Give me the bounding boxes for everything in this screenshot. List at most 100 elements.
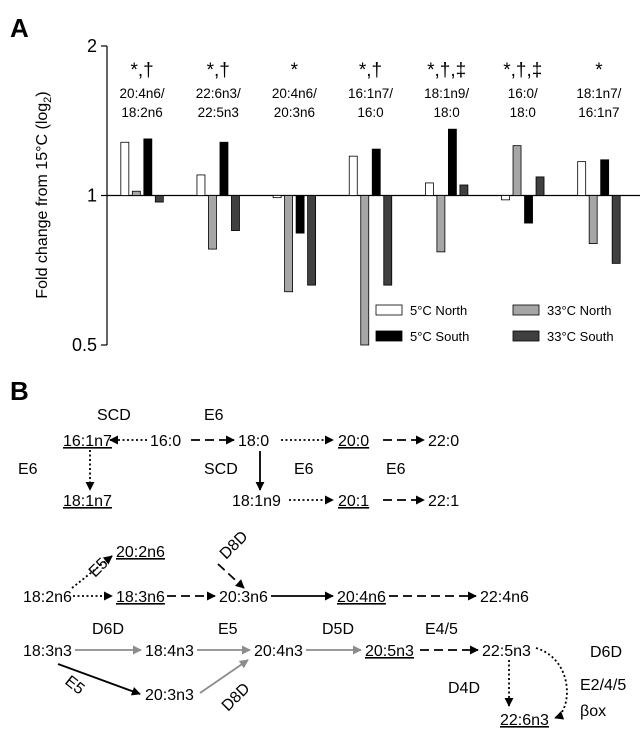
- legend-swatch: [375, 330, 403, 342]
- ratio-label-bottom: 18:0: [434, 105, 460, 120]
- bar: [524, 195, 533, 224]
- significance-symbol: *,†,‡: [427, 60, 466, 81]
- significance-symbol: *: [595, 60, 603, 81]
- bar: [611, 195, 621, 264]
- ratio-label-bottom: 18:0: [510, 105, 536, 120]
- panel-b-letter: B: [10, 376, 29, 406]
- ratio-label-top: 18:1n7/: [576, 86, 621, 101]
- enzyme-scd-top: SCD: [97, 407, 131, 424]
- bar: [360, 195, 370, 346]
- fa-18-4n3: 18:4n3: [145, 643, 194, 660]
- arrow-e5-18-3n3-to-20-3n3: [57, 663, 141, 696]
- bar: [272, 195, 282, 199]
- ratio-label-bottom: 16:1n7: [578, 105, 619, 120]
- ratio-label-top: 22:6n3/: [196, 86, 241, 101]
- bar: [383, 195, 393, 286]
- fa-18-3n3: 18:3n3: [23, 643, 72, 660]
- bar: [459, 184, 469, 196]
- fa-20-3n6: 20:3n6: [219, 589, 268, 606]
- enzyme-d8d-up: D8D: [217, 528, 252, 563]
- legend-label: 5°C North: [410, 303, 467, 318]
- legend-swatch: [375, 304, 403, 316]
- ratio-label-top: 20:4n6/: [120, 86, 165, 101]
- fa-20-1: 20:1: [338, 493, 369, 510]
- enzyme-e5-low: E5: [62, 673, 88, 699]
- enzyme-e5-mid: E5: [218, 621, 238, 638]
- bar: [348, 155, 358, 196]
- arrow-d6d-box-22-5n3-to-22-6n3: [535, 647, 568, 720]
- y-tick-label: 0.5: [72, 335, 97, 355]
- ratio-label-top: 16:0/: [508, 86, 538, 101]
- legend-label: 33°C North: [547, 303, 611, 318]
- fa-18-0: 18:0: [238, 433, 269, 450]
- arrow-d8d-20-3n3-to-20-4n3: [199, 659, 249, 694]
- bar: [143, 138, 153, 196]
- bar: [120, 141, 130, 196]
- fa-22-0: 22:0: [428, 433, 459, 450]
- bar: [196, 174, 206, 196]
- bar: [284, 195, 294, 293]
- enzyme-d8d-low: D8D: [219, 680, 254, 715]
- fa-22-6n3: 22:6n3: [500, 712, 549, 729]
- bar: [577, 161, 587, 196]
- fa-20-4n3: 20:4n3: [254, 643, 303, 660]
- bar: [131, 190, 141, 196]
- ratio-label-top: 16:1n7/: [348, 86, 393, 101]
- fa-20-2n6: 20:2n6: [116, 544, 165, 561]
- bar-series: [120, 128, 621, 346]
- bar: [424, 182, 434, 196]
- bar: [154, 195, 164, 203]
- enzyme-d5d: D5D: [322, 621, 354, 638]
- significance-symbol: *,†: [359, 60, 382, 81]
- bar: [371, 148, 381, 196]
- legend-swatch: [512, 330, 540, 342]
- enzyme-d6d-left: D6D: [92, 621, 124, 638]
- fa-18-3n6: 18:3n6: [116, 589, 165, 606]
- fa-20-0: 20:0: [338, 433, 369, 450]
- legend-swatch: [512, 304, 540, 316]
- bar: [307, 195, 317, 286]
- fa-16-0: 16:0: [150, 433, 181, 450]
- fa-16-1n7: 16:1n7: [63, 433, 112, 450]
- enzyme-labels: SCD E6 E6 SCD E6 E6 E5 D8D D6D E5 D5D E4…: [18, 407, 626, 720]
- panel-a-letter: A: [10, 13, 29, 43]
- enzyme-scd-down: SCD: [204, 461, 238, 478]
- bar: [600, 159, 610, 196]
- ratio-label-bottom: 16:0: [357, 105, 383, 120]
- fa-18-1n9: 18:1n9: [232, 493, 281, 510]
- bar: [208, 195, 217, 250]
- bar: [588, 195, 598, 245]
- fa-18-1n7: 18:1n7: [63, 493, 112, 510]
- fa-22-1: 22:1: [428, 493, 459, 510]
- ratio-label-top: 18:1n9/: [424, 86, 469, 101]
- bar: [219, 141, 229, 196]
- enzyme-e245: E2/4/5: [580, 677, 626, 694]
- ratio-label-bottom: 20:3n6: [274, 105, 315, 120]
- enzyme-e45: E4/5: [425, 621, 458, 638]
- bar: [447, 128, 457, 196]
- significance-symbol: *: [291, 60, 299, 81]
- ratio-label-bottom: 18:2n6: [121, 105, 162, 120]
- bar: [231, 195, 240, 231]
- enzyme-d6d-right: D6D: [590, 644, 622, 661]
- y-tick-label: 1: [87, 186, 97, 206]
- enzyme-d4d: D4D: [448, 680, 480, 697]
- fa-20-5n3: 20:5n3: [365, 643, 414, 660]
- bar: [436, 195, 446, 253]
- significance-symbol: *,†,‡: [503, 60, 542, 81]
- enzyme-e6-top: E6: [204, 407, 224, 424]
- bar: [512, 145, 522, 196]
- fa-20-4n6: 20:4n6: [337, 589, 386, 606]
- legend-label: 33°C South: [547, 329, 614, 344]
- bar: [295, 195, 305, 234]
- legend-label: 5°C South: [410, 329, 469, 344]
- pathway-arrows: [57, 435, 568, 720]
- group-annotations: *,† 20:4n6/18:2n6 *,† 22:6n3/22:5n3 * 20:4n6/…: [120, 60, 622, 120]
- ratio-label-bottom: 22:5n3: [198, 105, 239, 120]
- fa-20-3n3: 20:3n3: [145, 687, 194, 704]
- enzyme-beta-ox: βox: [580, 703, 606, 720]
- fa-22-5n3: 22:5n3: [482, 643, 531, 660]
- enzyme-e6-left: E6: [18, 461, 38, 478]
- fatty-acid-labels: 16:1n7 16:0 18:0 20:0 22:0 18:1n7 18:1n9…: [23, 433, 549, 729]
